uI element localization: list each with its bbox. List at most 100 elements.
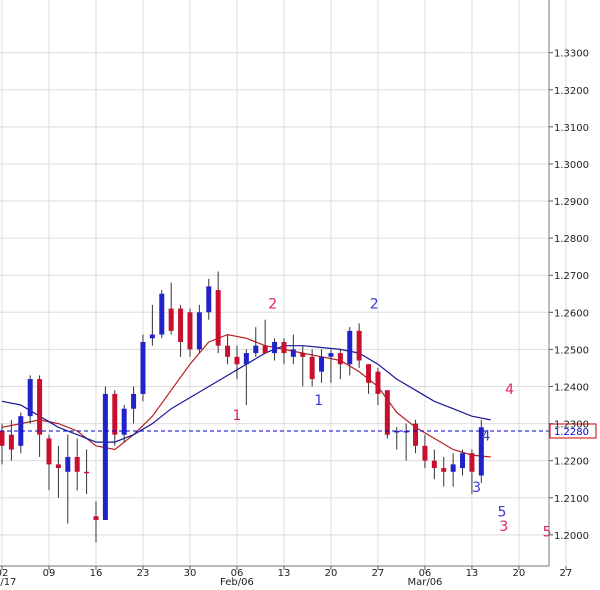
x-tick-label: 20 <box>325 568 338 579</box>
candle-body <box>18 416 24 446</box>
x-tick-label: 13 <box>278 568 291 579</box>
y-tick-label: 1.2800 <box>554 234 589 245</box>
candle-body <box>65 456 71 472</box>
candle-body <box>328 353 334 357</box>
candle-body <box>469 453 475 472</box>
candle-body <box>74 456 80 472</box>
x-tick-label: 06 <box>231 568 244 579</box>
candle-body <box>300 353 306 357</box>
x-tick-label: 30 <box>184 568 197 579</box>
candle-body <box>403 430 409 433</box>
candle-body <box>8 434 14 450</box>
candle-body <box>234 356 240 365</box>
wave-label: 4 <box>505 382 514 398</box>
candle-body <box>253 345 259 354</box>
candle-body <box>168 308 174 331</box>
candle-body <box>309 356 315 380</box>
candle-body <box>215 290 221 346</box>
candle-body <box>187 312 193 350</box>
wave-label: 2 <box>268 297 277 313</box>
candle-body <box>121 408 127 435</box>
candle-body <box>460 453 466 469</box>
candle-body <box>431 460 437 469</box>
y-tick-label: 1.2900 <box>554 197 589 208</box>
y-tick-label: 1.2500 <box>554 345 589 356</box>
candles <box>0 271 484 543</box>
candle-body <box>206 286 212 313</box>
grid <box>0 0 567 566</box>
wave-label: 5 <box>543 525 552 541</box>
wave-label: 1 <box>314 393 323 409</box>
moving-average-line-1 <box>1 333 491 458</box>
candle-body <box>131 393 137 409</box>
candle-body <box>384 390 390 435</box>
candle-body <box>55 464 61 469</box>
x-tick-label: 13 <box>466 568 479 579</box>
candle-body <box>366 364 372 383</box>
wave-label: 3 <box>499 519 508 535</box>
current-price-tag <box>549 423 597 439</box>
candle-body <box>196 312 202 350</box>
candle-body <box>37 379 43 435</box>
x-period-label: 02/17 <box>0 577 16 586</box>
candle-body <box>347 330 353 365</box>
x-tick-label: 02 <box>0 568 8 579</box>
candle-body <box>450 464 456 472</box>
y-tick-label: 1.2700 <box>554 271 589 282</box>
y-tick-label: 1.3000 <box>554 160 589 171</box>
candle-body <box>375 371 381 394</box>
wave-label: 5 <box>498 504 507 520</box>
wave-label: 4 <box>482 428 491 444</box>
x-tick-label: 27 <box>372 568 385 579</box>
x-tick-label: 06 <box>419 568 432 579</box>
y-tick-label: 1.2200 <box>554 457 589 468</box>
candle-body <box>413 423 419 446</box>
candle-body <box>319 356 325 372</box>
candle-body <box>243 353 249 365</box>
y-tick-label: 1.3200 <box>554 86 589 97</box>
candle-body <box>478 427 484 476</box>
y-tick-label: 1.2000 <box>554 531 589 542</box>
candle-body <box>46 438 52 465</box>
candle-body <box>0 430 5 446</box>
current-price-label: 1.2280 <box>554 427 589 438</box>
candle-body <box>356 330 362 361</box>
candle-body <box>84 471 90 474</box>
x-tick-label: 20 <box>513 568 526 579</box>
candle-body <box>262 345 268 354</box>
x-tick-label: 09 <box>43 568 56 579</box>
y-tick-label: 1.2400 <box>554 382 589 393</box>
candle-body <box>102 393 108 521</box>
x-tick-label: 27 <box>560 568 573 579</box>
x-period-label: Mar/06 <box>407 577 442 586</box>
x-tick-label: 23 <box>137 568 150 579</box>
y-tick-label: 1.3100 <box>554 123 589 134</box>
candle-body <box>112 393 118 435</box>
wave-label: 2 <box>370 297 379 313</box>
candle-body <box>149 334 155 339</box>
candle-body <box>337 353 343 365</box>
candle-body <box>140 341 146 394</box>
plot-background <box>0 0 549 566</box>
y-tick-label: 1.2300 <box>554 420 589 431</box>
axes: 1.3300 1.3200 1.3100 1.3000 1.2900 1.2800 1.27… <box>0 0 589 588</box>
x-tick-label: 16 <box>90 568 103 579</box>
candle-body <box>27 379 33 417</box>
y-tick-label: 1.2600 <box>554 308 589 319</box>
candle-body <box>93 516 99 521</box>
x-period-label: Feb/06 <box>220 577 254 586</box>
candle-body <box>178 308 184 342</box>
wave-label: 1 <box>233 408 242 424</box>
wave-label: 3 <box>472 480 481 496</box>
candle-body <box>290 349 296 357</box>
candle-body <box>159 293 165 335</box>
candle-body <box>272 341 278 354</box>
candle-body <box>225 345 231 357</box>
current-price-line: 1.2280 <box>0 423 597 439</box>
candle-body <box>394 430 400 433</box>
candle-body <box>281 341 287 354</box>
candle-body <box>422 445 428 461</box>
